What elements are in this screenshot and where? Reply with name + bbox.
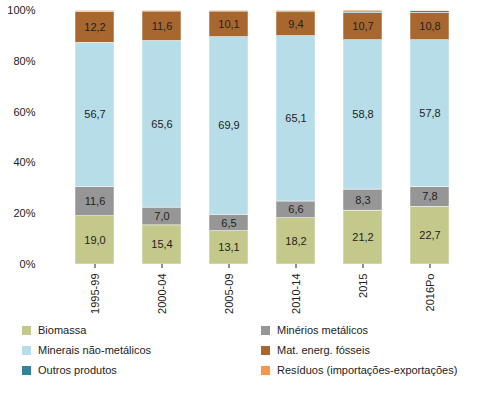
svg-text:80%: 80% bbox=[13, 55, 35, 67]
svg-text:12,2: 12,2 bbox=[84, 21, 105, 33]
svg-text:10,7: 10,7 bbox=[352, 20, 373, 32]
svg-text:6,5: 6,5 bbox=[221, 216, 236, 228]
svg-text:6,6: 6,6 bbox=[288, 203, 303, 215]
svg-text:100%: 100% bbox=[7, 4, 35, 16]
html-text:Mat. energ. fósseis: Mat. energ. fósseis bbox=[277, 344, 370, 356]
svg-text:10,1: 10,1 bbox=[218, 18, 239, 30]
svg-text:20%: 20% bbox=[13, 207, 35, 219]
svg-text:60%: 60% bbox=[13, 106, 35, 118]
html-text:Resíduos (importações-exportaç: Resíduos (importações-exportações) bbox=[277, 364, 458, 376]
svg-text:11,6: 11,6 bbox=[152, 20, 173, 32]
svg-text:13,1: 13,1 bbox=[218, 241, 239, 253]
svg-text:40%: 40% bbox=[13, 156, 35, 168]
svg-text:8,3: 8,3 bbox=[355, 194, 370, 206]
svg-text:7,0: 7,0 bbox=[154, 210, 169, 222]
svg-text:2010-14: 2010-14 bbox=[290, 274, 302, 314]
svg-text:2016Po: 2016Po bbox=[424, 274, 436, 312]
svg-text:2015: 2015 bbox=[357, 274, 369, 298]
html-text:Minerais não-metálicos: Minerais não-metálicos bbox=[38, 344, 152, 356]
svg-text:15,4: 15,4 bbox=[151, 238, 172, 250]
svg-text:10,8: 10,8 bbox=[419, 20, 440, 32]
svg-text:22,7: 22,7 bbox=[419, 229, 440, 241]
svg-text:65,1: 65,1 bbox=[285, 112, 306, 124]
svg-text:56,7: 56,7 bbox=[84, 108, 105, 120]
svg-text:0%: 0% bbox=[20, 258, 36, 270]
svg-text:65,6: 65,6 bbox=[151, 118, 172, 130]
svg-text:1995-99: 1995-99 bbox=[89, 274, 101, 314]
svg-text:58,8: 58,8 bbox=[352, 108, 373, 120]
html-text:Minérios metálicos: Minérios metálicos bbox=[277, 324, 369, 336]
svg-text:2005-09: 2005-09 bbox=[223, 274, 235, 314]
svg-text:2000-04: 2000-04 bbox=[156, 274, 168, 314]
svg-text:11,6: 11,6 bbox=[85, 195, 106, 207]
svg-text:7,8: 7,8 bbox=[422, 190, 437, 202]
svg-text:57,8: 57,8 bbox=[419, 107, 440, 119]
html-text:Biomassa: Biomassa bbox=[38, 324, 87, 336]
html-text:Outros produtos: Outros produtos bbox=[38, 364, 117, 376]
svg-text:19,0: 19,0 bbox=[84, 234, 105, 246]
svg-text:18,2: 18,2 bbox=[285, 235, 306, 247]
svg-text:69,9: 69,9 bbox=[218, 119, 239, 131]
svg-text:21,2: 21,2 bbox=[352, 231, 373, 243]
svg-text:9,4: 9,4 bbox=[288, 18, 303, 30]
